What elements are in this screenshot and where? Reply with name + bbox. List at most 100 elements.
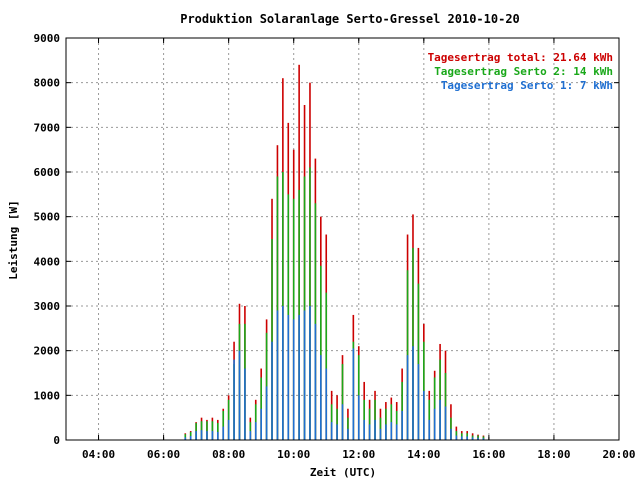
bar-serto-1 [325,368,328,440]
y-tick-label: 9000 [34,32,61,45]
grid-lines [66,37,620,441]
bar-serto-1 [254,422,257,440]
bar-serto-1 [330,422,333,440]
legend-entry: Tagesertrag Serto 1: 7 kWh [441,79,613,92]
bar-serto-1 [222,426,225,440]
y-tick-label: 7000 [34,121,61,134]
bar-serto-1 [298,314,300,440]
x-tick-label: 14:00 [407,448,440,461]
bar-serto-1 [433,408,436,440]
bar-serto-1 [184,437,187,440]
bar-serto-2 [320,265,322,440]
y-tick-label: 0 [53,434,60,447]
bar-serto-1 [276,310,279,440]
legend: Tagesertrag total: 21.64 kWhTagesertrag … [428,51,613,92]
bar-serto-1 [352,348,355,440]
bar-serto-2 [423,341,425,440]
legend-entry: Tagesertrag total: 21.64 kWh [428,51,613,64]
y-axis-label: Leistung [W] [7,200,20,279]
y-tick-label: 1000 [34,389,61,402]
bar-serto-1 [428,419,431,440]
bar-serto-1 [314,323,317,440]
x-tick-label: 18:00 [537,448,570,461]
bar-serto-1 [466,436,468,440]
bar-serto-2 [184,434,187,440]
x-tick-label: 06:00 [147,448,180,461]
bar-serto-1 [347,428,349,440]
bar-serto-1 [287,314,290,440]
x-tick-label: 08:00 [212,448,245,461]
bar-serto-2 [336,408,338,440]
bar-serto-1 [244,368,246,440]
bar-serto-1 [390,422,393,440]
bar-serto-1 [336,424,338,440]
bar-serto-1 [309,306,311,440]
bar-serto-1 [417,364,420,440]
y-tick-label: 5000 [34,211,61,224]
y-tick-label: 2000 [34,345,61,358]
bar-serto-1 [363,419,365,440]
bar-serto-1 [227,419,230,440]
bar-serto-1 [238,350,241,440]
bar-serto-1 [406,355,409,440]
bar-serto-2 [477,435,479,440]
x-tick-label: 12:00 [342,448,375,461]
tick-labels: 0 1000 2000 3000 4000 5000 6000 7000 8000 9000 04:… [34,32,636,461]
bar-serto-2 [385,408,387,440]
bar-serto-2 [401,381,403,440]
bar-serto-1 [439,399,441,440]
x-axis-label: Zeit (UTC) [310,466,376,479]
x-tick-label: 16:00 [472,448,505,461]
bar-serto-2 [303,176,306,440]
bar-serto-1 [206,431,208,440]
bar-serto-1 [303,310,306,440]
bar-serto-2 [276,176,279,440]
bar-serto-2 [189,431,192,440]
bar-serto-1 [341,404,344,440]
bar-serto-1 [195,431,197,440]
bar-serto-1 [233,359,235,440]
bar-serto-2 [325,292,328,440]
plot-frame [65,37,620,441]
bar-serto-1 [271,341,273,440]
bar-serto-1 [395,424,398,440]
bar-serto-2 [211,421,214,440]
bar-serto-1 [412,346,414,440]
x-tick-label: 10:00 [277,448,310,461]
bar-serto-1 [385,424,387,440]
bar-serto-2 [271,239,273,440]
bar-serto-1 [320,355,322,440]
bar-serto-1 [379,428,382,440]
bar-serto-1 [260,408,262,440]
y-tick-label: 8000 [34,77,61,90]
bar-serto-1 [471,437,474,440]
bar-serto-1 [200,430,203,440]
bar-serto-1 [477,437,479,440]
bar-serto-2 [368,408,371,440]
bar-serto-1 [450,428,452,440]
bar-serto-2 [222,410,225,440]
bar-serto-2 [309,167,311,440]
bar-serto-1 [292,319,295,440]
bar-serto-2 [314,203,317,440]
bar-serto-1 [444,406,447,440]
bar-serto-1 [374,419,376,440]
bar-serto-1 [460,436,463,440]
bar-serto-2 [206,421,208,440]
bar-serto-2 [341,364,344,440]
y-tick-label: 3000 [34,300,61,313]
x-tick-label: 20:00 [602,448,635,461]
bar-serto-2 [417,283,420,440]
legend-entry: Tagesertrag Serto 2: 14 kWh [434,65,613,78]
bar-serto-1 [211,431,214,440]
bar-serto-1 [401,410,403,440]
bar-serto-1 [282,306,284,440]
y-tick-label: 4000 [34,255,61,268]
bar-serto-1 [482,438,485,440]
bar-serto-1 [249,431,252,440]
bar-serto-1 [423,390,425,440]
bar-group [184,64,485,441]
x-tick-label: 04:00 [82,448,115,461]
